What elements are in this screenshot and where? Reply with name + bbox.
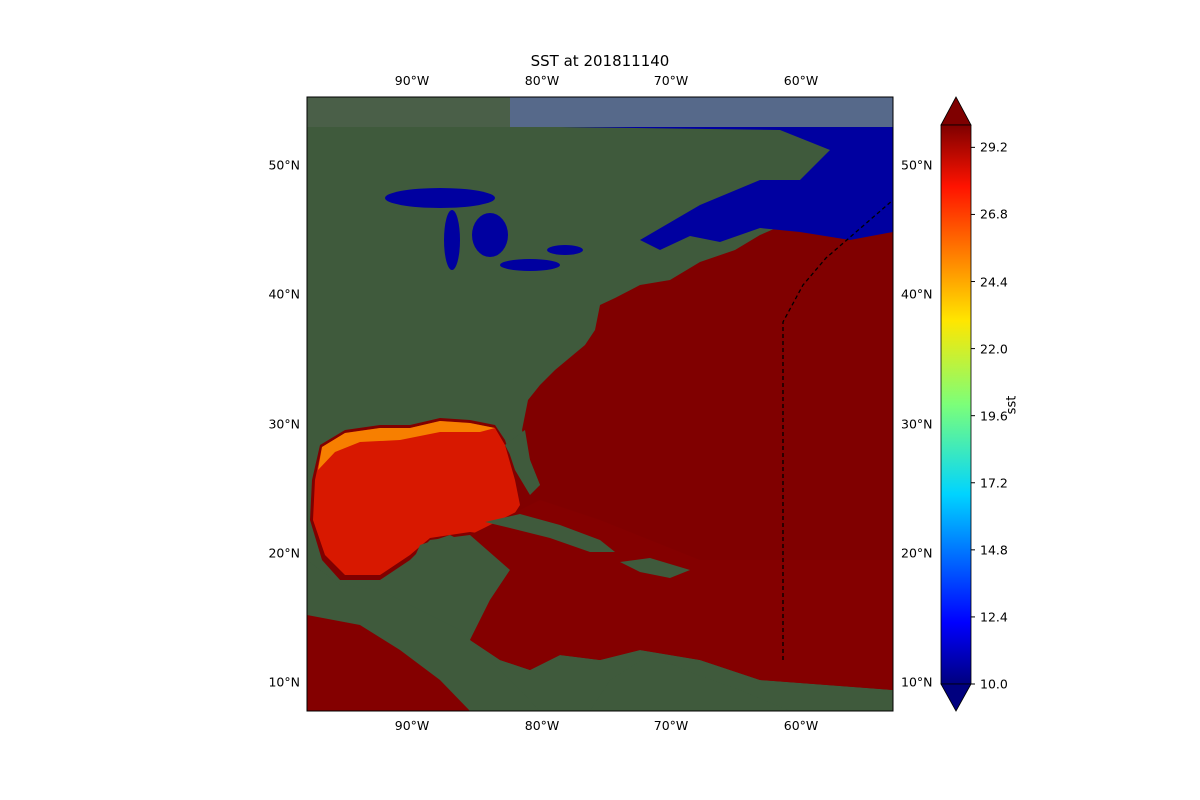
lon-tick-bottom: 70°W (653, 718, 689, 733)
map-axes (307, 97, 893, 711)
colorbar-label: sst (1004, 395, 1020, 415)
gulf-of-mexico-sst (313, 421, 520, 575)
florida-land (505, 430, 540, 490)
lake-huron (472, 213, 508, 257)
yucatan-land (400, 535, 470, 620)
colorbar-tick-label: 19.6 (980, 408, 1008, 424)
colorbar-body (940, 124, 972, 685)
lon-tick-top: 90°W (394, 73, 430, 88)
colorbar-tick-label: 10.0 (980, 676, 1008, 692)
lon-tick-bottom: 60°W (783, 718, 819, 733)
colorbar (940, 96, 975, 712)
pacific-sst (307, 600, 470, 711)
lat-tick-left: 20°N (268, 545, 300, 561)
colorbar-tick-label: 22.0 (980, 341, 1008, 357)
lon-tick-bottom: 90°W (394, 718, 430, 733)
lat-tick-right: 20°N (901, 545, 933, 561)
lat-tick-left: 10°N (268, 674, 300, 690)
imagery-strip-west (307, 97, 510, 127)
lon-tick-top: 60°W (783, 73, 819, 88)
colorbar-tick-label: 14.8 (980, 542, 1008, 558)
colorbar-tick-label: 29.2 (980, 139, 1008, 155)
lat-tick-right: 10°N (901, 674, 933, 690)
lat-tick-left: 30°N (268, 416, 300, 432)
map-frame (306, 96, 894, 712)
imagery-strip (510, 97, 893, 127)
colorbar-tick-label: 17.2 (980, 475, 1008, 491)
colorbar-tick-label: 24.4 (980, 274, 1008, 290)
central-america-land (307, 560, 540, 711)
caribbean-sst (470, 500, 893, 690)
lon-tick-top: 80°W (524, 73, 560, 88)
colorbar-extend-min (940, 683, 972, 712)
colorbar-tick-label: 12.4 (980, 609, 1008, 625)
hispaniola-land (620, 558, 690, 578)
lat-tick-left: 40°N (268, 286, 300, 302)
lake-michigan (444, 210, 460, 270)
lake-ontario (547, 245, 583, 255)
lon-tick-bottom: 80°W (524, 718, 560, 733)
colorbar-extend-max (940, 96, 972, 126)
northern-waters-sst (560, 127, 893, 250)
gulf-coast-fringe (318, 421, 495, 470)
cuba-land (485, 514, 615, 552)
lake-erie (500, 259, 560, 271)
track-line (782, 199, 893, 660)
lat-tick-right: 40°N (901, 286, 933, 302)
map-title: SST at 201811140 (530, 52, 670, 70)
south-america-land (590, 655, 790, 711)
lon-tick-top: 70°W (653, 73, 689, 88)
lat-tick-left: 50°N (268, 157, 300, 173)
lat-tick-right: 30°N (901, 416, 933, 432)
lake-superior (385, 188, 495, 208)
colorbar-tick-label: 26.8 (980, 206, 1008, 222)
lat-tick-right: 50°N (901, 157, 933, 173)
